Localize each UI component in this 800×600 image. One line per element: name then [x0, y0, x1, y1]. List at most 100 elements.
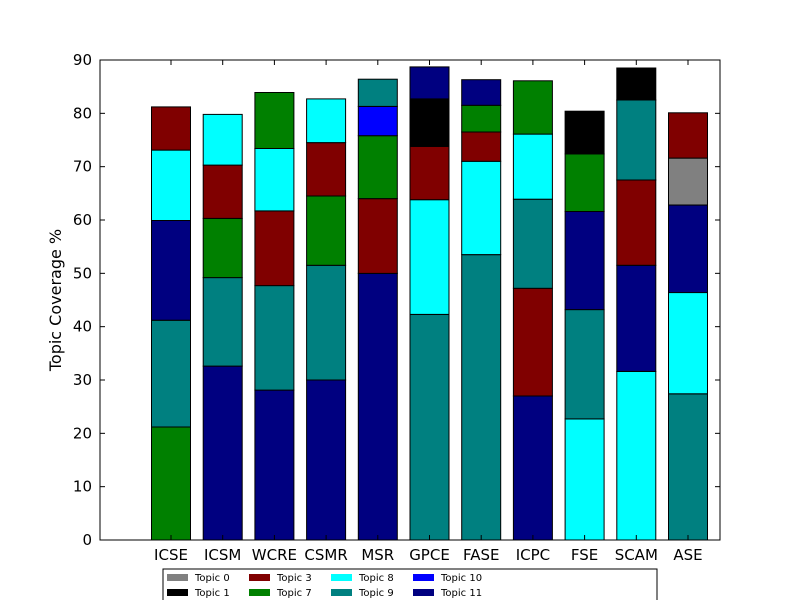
y-tick-label: 70 — [73, 158, 92, 176]
bar-segment-ase-topic-3 — [668, 112, 708, 159]
x-axis: ICSE ICSM WCRE CSMR MSR GPCE FASE ICPC FSE SCAM AS… — [154, 60, 703, 564]
bar-segment-ase-topic-9 — [668, 393, 708, 541]
legend-swatch — [331, 574, 352, 581]
bar-segment-icpc-topic-11 — [512, 395, 553, 541]
bar-segment-scam-topic-9 — [616, 99, 657, 181]
x-tick-label: WCRE — [252, 546, 297, 564]
legend-label: Topic 3 — [276, 573, 312, 584]
bar-segment-icse-topic-8 — [151, 149, 191, 222]
y-tick-label: 30 — [73, 371, 92, 389]
bar-segment-gpce-topic-9 — [409, 313, 450, 541]
x-tick-label: CSMR — [304, 546, 347, 564]
bar-segment-gpce-topic-3 — [409, 145, 450, 201]
bar-segment-fse-topic-8 — [564, 418, 605, 541]
bar-segment-wcre-topic-11 — [254, 389, 295, 541]
bar-segment-csmr-topic-8 — [306, 98, 347, 144]
legend-swatch — [249, 589, 270, 596]
bar-segment-icse-topic-9 — [151, 319, 191, 428]
bar-segment-gpce-topic-8 — [409, 199, 450, 315]
legend-box — [162, 568, 658, 600]
bars-layer — [151, 66, 708, 541]
bar-segment-msr-topic-7 — [357, 135, 398, 200]
legend-swatch — [167, 589, 188, 596]
y-tick-label: 40 — [73, 318, 92, 336]
x-tick-label: ICPC — [516, 546, 550, 564]
bar-segment-icsm-topic-3 — [202, 164, 243, 219]
bar-segment-icsm-topic-7 — [202, 217, 243, 279]
y-axis: 0 10 20 30 40 50 60 70 80 90 — [73, 51, 720, 549]
bar-segment-msr-topic-9 — [357, 78, 398, 107]
x-tick-label: ASE — [673, 546, 702, 564]
bar-segment-ase-topic-8 — [668, 292, 708, 395]
bar-segment-scam-topic-1 — [616, 67, 657, 101]
bar-segment-icsm-topic-11 — [202, 365, 243, 541]
bar-segment-fse-topic-9 — [564, 309, 605, 420]
y-tick-label: 80 — [73, 104, 92, 122]
legend-label: Topic 1 — [194, 588, 230, 599]
bar-segment-wcre-topic-8 — [254, 148, 295, 212]
legend: Topic 0 Topic 1 Topic 3 Topic 7 Topic 8 Topic… — [162, 568, 658, 600]
y-tick-label: 10 — [73, 478, 92, 496]
y-tick-label: 0 — [82, 531, 92, 549]
legend-label: Topic 0 — [194, 573, 230, 584]
legend-swatch — [331, 589, 352, 596]
bar-segment-csmr-topic-11 — [306, 379, 347, 541]
legend-swatch — [167, 574, 188, 581]
bar-segment-icse-topic-7 — [151, 426, 191, 541]
x-tick-label: FASE — [463, 546, 500, 564]
bar-segment-icpc-topic-8 — [512, 133, 553, 200]
bar-segment-fase-topic-7 — [461, 104, 502, 133]
x-tick-label: GPCE — [409, 546, 450, 564]
bar-segment-icpc-topic-3 — [512, 287, 553, 397]
legend-label: Topic 9 — [358, 588, 394, 599]
x-tick-label: ICSE — [154, 546, 188, 564]
bar-segment-csmr-topic-7 — [306, 195, 347, 266]
plot-area-frame — [99, 59, 721, 541]
legend-swatch — [413, 589, 434, 596]
bar-segment-wcre-topic-7 — [254, 92, 295, 149]
bar-segment-icpc-topic-7 — [512, 80, 553, 135]
bar-segment-msr-topic-3 — [357, 198, 398, 274]
bar-segment-gpce-topic-11 — [409, 66, 450, 100]
bar-segment-icse-topic-11 — [151, 220, 191, 321]
bar-segment-scam-topic-3 — [616, 179, 657, 266]
legend-label: Topic 11 — [440, 588, 482, 599]
x-tick-label: SCAM — [615, 546, 658, 564]
bar-segment-csmr-topic-9 — [306, 264, 347, 381]
y-tick-label: 50 — [73, 264, 92, 282]
legend-label: Topic 8 — [358, 573, 394, 584]
bar-segment-wcre-topic-9 — [254, 285, 295, 391]
x-tick-label: ICSM — [204, 546, 241, 564]
y-tick-label: 60 — [73, 211, 92, 229]
bar-segment-icpc-topic-9 — [512, 198, 553, 289]
bar-segment-msr-topic-11 — [357, 272, 398, 541]
legend-label: Topic 7 — [276, 588, 312, 599]
bar-segment-fse-topic-7 — [564, 153, 605, 212]
bar-segment-icsm-topic-8 — [202, 113, 243, 166]
x-tick-label: FSE — [571, 546, 598, 564]
legend-swatch — [249, 574, 270, 581]
bar-segment-msr-topic-10 — [357, 105, 398, 137]
bar-segment-gpce-topic-1 — [409, 98, 450, 147]
bar-segment-scam-topic-11 — [616, 264, 657, 372]
bar-segment-fase-topic-8 — [461, 160, 502, 256]
bar-segment-csmr-topic-3 — [306, 142, 347, 197]
bar-segment-fse-topic-11 — [564, 211, 605, 311]
y-tick-label: 20 — [73, 424, 92, 442]
bar-segment-wcre-topic-3 — [254, 210, 295, 287]
bar-segment-fase-topic-9 — [461, 254, 502, 541]
legend-label: Topic 10 — [440, 573, 482, 584]
bar-segment-scam-topic-8 — [616, 371, 657, 541]
bar-segment-ase-topic-11 — [668, 204, 708, 294]
x-tick-label: MSR — [361, 546, 394, 564]
bar-segment-ase-topic-0 — [668, 157, 708, 206]
bar-segment-icsm-topic-9 — [202, 277, 243, 367]
legend-swatch — [413, 574, 434, 581]
bar-segment-fase-topic-3 — [461, 131, 502, 162]
bar-segment-fase-topic-11 — [461, 79, 502, 106]
y-tick-label: 90 — [73, 51, 92, 69]
bar-segment-icse-topic-3 — [151, 106, 191, 151]
bar-segment-fse-topic-1 — [564, 110, 605, 155]
y-axis-label: Topic Coverage % — [46, 229, 65, 372]
